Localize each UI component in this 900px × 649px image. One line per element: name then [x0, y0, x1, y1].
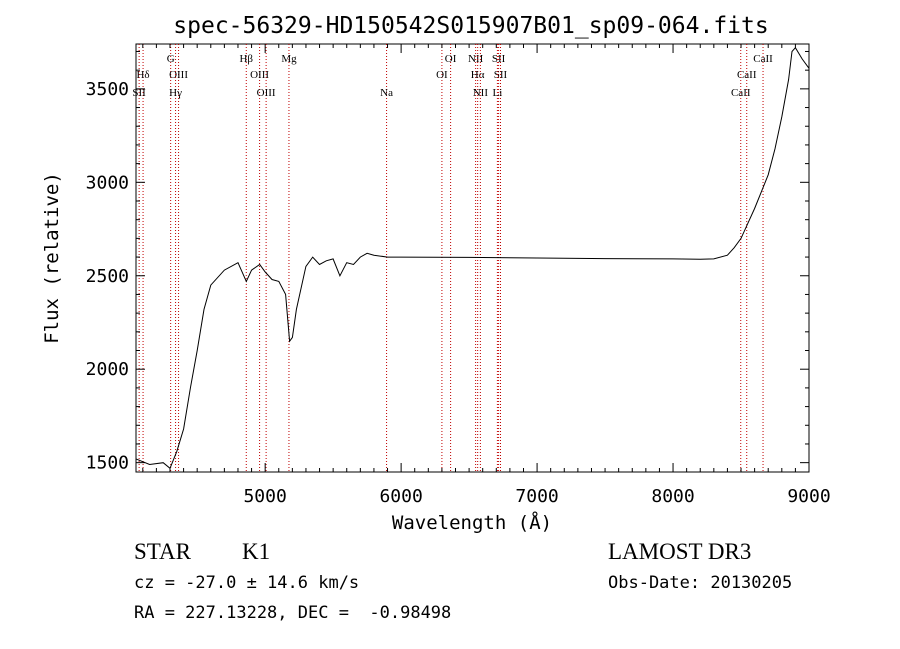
- object-class: STAR: [134, 539, 191, 564]
- chart-title: spec-56329-HD150542S015907B01_sp09-064.f…: [173, 13, 768, 39]
- plot-frame: [135, 43, 810, 473]
- spectral-line-label: Mg: [281, 53, 297, 65]
- spectral-line-label: Hβ: [239, 53, 253, 65]
- x-axis-label: Wavelength (Å): [392, 511, 552, 534]
- y-tick-label: 2000: [86, 359, 129, 380]
- spectral-line-label: OIII: [257, 87, 276, 99]
- spectral-line-label: Hγ: [169, 87, 182, 99]
- spectral-line-label: OIII: [250, 69, 269, 81]
- redshift: cz = -27.0 ± 14.6 km/s: [134, 573, 360, 593]
- spectral-line-label: Hδ: [136, 69, 149, 81]
- spectral-line-label: SII: [494, 69, 508, 81]
- y-tick-label: 3500: [86, 79, 129, 100]
- x-tick-label: 5000: [243, 486, 286, 507]
- x-tick-label: 8000: [651, 486, 694, 507]
- spectral-line-label: OI: [445, 53, 457, 65]
- x-tick-label: 9000: [787, 486, 830, 507]
- obs-date: Obs-Date: 20130205: [608, 573, 793, 593]
- x-axis: 5000 6000 7000 8000 9000: [142, 44, 831, 507]
- spectral-line-label: CaII: [753, 53, 773, 65]
- y-axis-label: Flux (relative): [41, 172, 63, 344]
- spectral-line-label: OIII: [169, 69, 188, 81]
- y-tick-label: 1500: [86, 453, 129, 474]
- y-axis: 1500 2000 2500 3000 3500: [86, 50, 809, 474]
- x-tick-label: 7000: [515, 486, 558, 507]
- spectral-line-label: CaII: [737, 69, 757, 81]
- survey-name: LAMOST DR3: [608, 539, 752, 564]
- coordinates: RA = 227.13228, DEC = -0.98498: [134, 603, 452, 623]
- x-tick-label: 6000: [379, 486, 422, 507]
- spectral-line-label: NII: [473, 87, 489, 99]
- spectral-line-label: Na: [380, 87, 393, 99]
- spectral-line-label: CaII: [731, 87, 751, 99]
- spectrum-line: [135, 46, 810, 470]
- y-tick-label: 3000: [86, 172, 129, 193]
- object-subclass: K1: [242, 539, 271, 564]
- spectral-line-label: G: [167, 53, 175, 65]
- spectral-line-label: Li: [492, 87, 502, 99]
- y-tick-label: 2500: [86, 266, 129, 287]
- spectral-line-label: SII: [132, 87, 146, 99]
- spectral-line-label: Hα: [471, 69, 485, 81]
- spectral-line-label: SII: [492, 53, 506, 65]
- spectral-line-label: NII: [468, 53, 484, 65]
- spectral-line-label: OI: [436, 69, 448, 81]
- line-markers: Hδ SII G OIII Hγ Hβ OIII OIII Mg Na OI OI NII Hα NII SI…: [132, 44, 773, 472]
